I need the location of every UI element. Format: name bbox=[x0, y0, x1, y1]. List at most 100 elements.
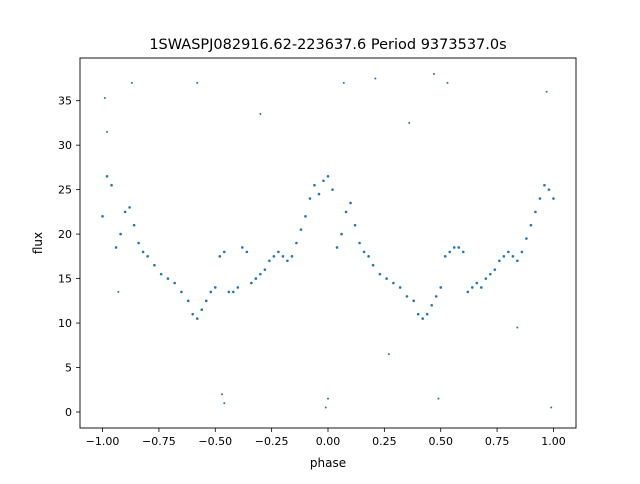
x-tick-label: 0.25 bbox=[372, 435, 397, 448]
data-point bbox=[180, 290, 183, 294]
data-point bbox=[475, 281, 479, 285]
data-point bbox=[304, 215, 307, 218]
x-tick-label: −0.75 bbox=[142, 435, 176, 448]
data-point bbox=[439, 286, 443, 289]
data-point bbox=[218, 255, 222, 258]
data-point bbox=[286, 259, 289, 263]
outlier-point bbox=[223, 402, 226, 405]
data-point bbox=[331, 188, 334, 191]
outlier-point bbox=[324, 406, 327, 409]
data-point bbox=[349, 201, 352, 205]
outlier-point bbox=[342, 81, 345, 84]
data-point bbox=[412, 299, 415, 303]
data-point bbox=[443, 255, 447, 258]
data-point bbox=[470, 286, 474, 289]
data-point bbox=[132, 223, 136, 227]
outlier-point bbox=[516, 326, 519, 329]
outlier-point bbox=[545, 90, 548, 93]
data-point bbox=[340, 232, 343, 236]
data-point bbox=[213, 286, 217, 289]
data-point bbox=[416, 312, 420, 316]
x-tick-label: −0.50 bbox=[198, 435, 232, 448]
data-point bbox=[272, 255, 276, 258]
x-axis: −1.00 −0.75 −0.50 −0.25 0.00 0.25 0.50 0.75 1.00 bbox=[86, 428, 566, 448]
outlier-point bbox=[437, 397, 440, 400]
data-point bbox=[141, 250, 145, 254]
data-point bbox=[489, 272, 492, 276]
data-point bbox=[547, 188, 551, 191]
data-point bbox=[484, 277, 488, 280]
outlier-point bbox=[130, 81, 133, 84]
data-point bbox=[322, 179, 325, 183]
data-point bbox=[191, 312, 195, 316]
x-tick-label: −1.00 bbox=[86, 435, 120, 448]
data-point bbox=[281, 255, 285, 258]
data-point bbox=[398, 286, 402, 289]
data-point bbox=[344, 210, 348, 214]
data-point bbox=[308, 197, 312, 200]
data-point bbox=[493, 268, 497, 271]
data-point bbox=[114, 246, 118, 249]
data-point bbox=[353, 223, 357, 227]
data-point bbox=[245, 250, 249, 254]
data-point bbox=[392, 281, 395, 285]
data-point bbox=[101, 215, 104, 218]
data-point bbox=[511, 255, 515, 258]
data-point bbox=[430, 303, 434, 307]
data-point bbox=[295, 241, 298, 245]
data-point bbox=[204, 299, 208, 303]
data-point bbox=[259, 272, 262, 276]
data-point bbox=[313, 183, 316, 187]
data-point bbox=[457, 246, 461, 249]
y-tick-label: 35 bbox=[58, 95, 72, 108]
data-point bbox=[480, 286, 483, 289]
data-point bbox=[186, 299, 190, 303]
outlier-point bbox=[103, 97, 106, 100]
data-point bbox=[263, 268, 267, 271]
data-point bbox=[254, 277, 258, 280]
data-point bbox=[159, 272, 163, 276]
data-point bbox=[317, 192, 321, 196]
x-axis-label: phase bbox=[310, 456, 346, 470]
data-point bbox=[123, 210, 127, 214]
data-point bbox=[385, 277, 388, 280]
data-point bbox=[538, 197, 542, 200]
data-point bbox=[452, 246, 456, 249]
data-points bbox=[101, 73, 555, 409]
data-point bbox=[110, 183, 113, 187]
outlier-point bbox=[196, 81, 199, 84]
data-point bbox=[552, 197, 555, 200]
chart-title: 1SWASPJ082916.62-223637.6 Period 9373537… bbox=[149, 37, 506, 53]
data-point bbox=[137, 241, 140, 245]
y-axis-label: flux bbox=[31, 232, 45, 254]
data-point bbox=[241, 246, 244, 249]
data-point bbox=[520, 250, 524, 254]
y-tick-label: 5 bbox=[65, 362, 72, 375]
y-axis: 0 5 10 15 20 25 30 35 bbox=[58, 95, 80, 419]
data-point bbox=[268, 259, 271, 263]
y-tick-label: 20 bbox=[58, 228, 72, 241]
outlier-point bbox=[106, 130, 109, 133]
data-point bbox=[434, 295, 438, 298]
data-point bbox=[105, 174, 109, 178]
outlier-point bbox=[117, 290, 120, 293]
data-point bbox=[525, 237, 528, 240]
data-point bbox=[166, 277, 170, 280]
data-point bbox=[290, 255, 294, 258]
data-point bbox=[277, 250, 280, 254]
data-point bbox=[146, 255, 149, 258]
data-point bbox=[367, 255, 370, 258]
data-point bbox=[371, 263, 375, 267]
outlier-point bbox=[374, 77, 377, 80]
data-point bbox=[507, 250, 510, 254]
outlier-point bbox=[387, 353, 390, 356]
outlier-point bbox=[432, 73, 435, 76]
data-point bbox=[195, 317, 199, 320]
data-point bbox=[173, 281, 176, 285]
y-tick-label: 10 bbox=[58, 317, 72, 330]
data-point bbox=[209, 290, 213, 294]
data-point bbox=[335, 246, 339, 249]
